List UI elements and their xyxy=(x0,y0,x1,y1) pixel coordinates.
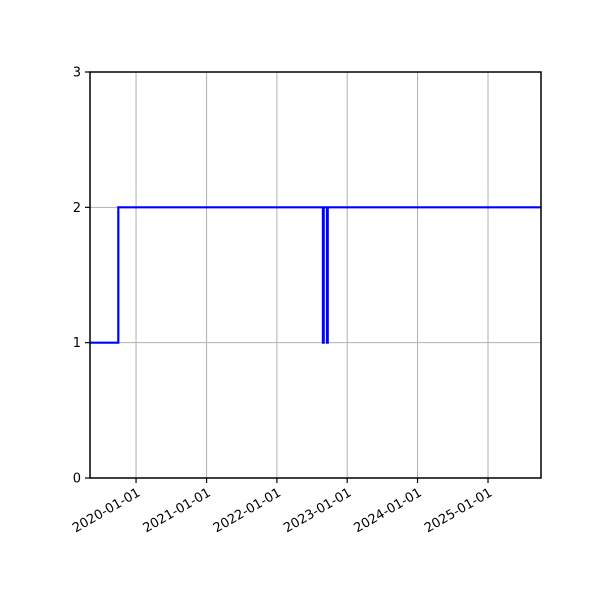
axes-spines xyxy=(89,71,542,479)
plot-area xyxy=(90,72,541,478)
y-tick-label: 2 xyxy=(73,201,81,216)
y-tick-label: 0 xyxy=(73,472,81,487)
step-value-series-line xyxy=(90,206,541,344)
y-tick-label: 1 xyxy=(73,336,81,351)
y-tick-label: 3 xyxy=(73,66,81,81)
